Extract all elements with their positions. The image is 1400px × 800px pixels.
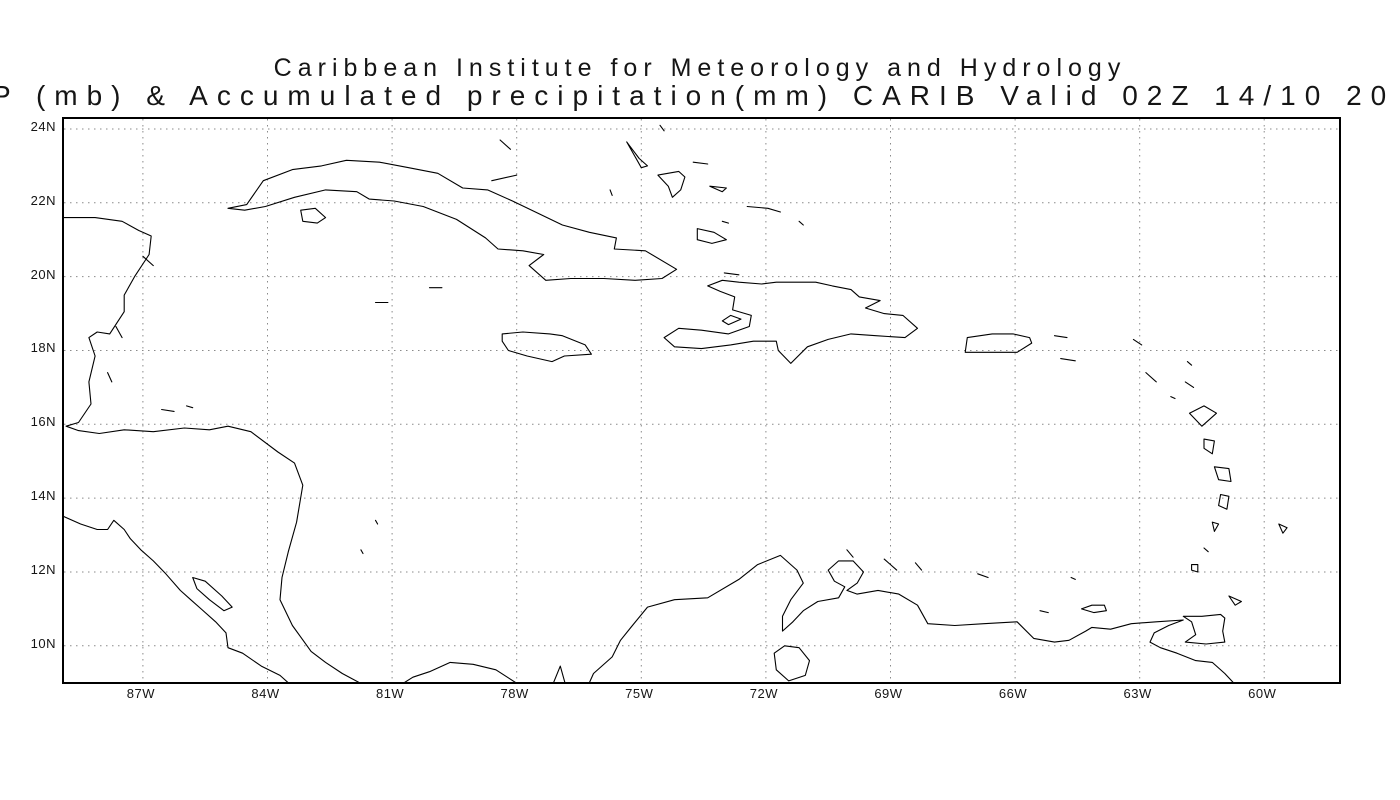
lat-label-12N: 12N (30, 561, 56, 577)
coastline-st-croix (1060, 358, 1076, 362)
coastline-tobago (1228, 595, 1242, 606)
coastline-yucatan-honduras-panama-coast (64, 217, 516, 682)
lon-label-66W: 66W (998, 686, 1028, 701)
coastline-cuba (227, 159, 678, 281)
coastline-little-inagua (721, 220, 730, 224)
lat-label-24N: 24N (30, 118, 56, 134)
coastline-la-blanquilla (1070, 576, 1076, 580)
coastline-guanaja (185, 405, 194, 409)
coastline-sabana-camaguey-cays (491, 174, 518, 182)
lat-label-16N: 16N (30, 414, 56, 430)
coastline-martinique (1213, 466, 1232, 483)
map-title-line1: Caribbean Institute for Meteorology and … (273, 54, 1127, 82)
coastline-andros (499, 139, 512, 150)
coastline-hispaniola (663, 279, 919, 364)
coastline-montserrat (1170, 396, 1176, 400)
coastline-st-kitts-nevis (1145, 372, 1157, 383)
coastline-ragged-island (609, 189, 613, 196)
coastline-roatan (161, 408, 175, 412)
lat-label-10N: 10N (30, 635, 56, 651)
coastline-tortuga (723, 272, 740, 276)
coastline-grand-turk (798, 220, 804, 226)
coastline-lake-maracaibo (773, 645, 811, 682)
lon-label-78W: 78W (500, 686, 529, 701)
coastline-caicos-islands (746, 205, 781, 213)
coastline-great-inagua (696, 228, 727, 244)
coastline-banco-chinchorro (115, 325, 123, 339)
coastline-lake-nicaragua (192, 576, 233, 612)
map-canvas (64, 119, 1339, 682)
coastline-st-lucia (1218, 493, 1230, 510)
coastline-la-tortuga (1039, 610, 1049, 614)
coastline-mayaguana (709, 185, 727, 193)
coastline-grenada (1191, 564, 1199, 573)
lon-label-81W: 81W (375, 686, 405, 701)
coastline-dominica (1203, 438, 1215, 455)
coastline-grenadines (1203, 547, 1209, 553)
coastline-long-island-bahamas (626, 141, 649, 169)
coastline-puerto-rico (964, 333, 1033, 353)
lon-label-84W: 84W (251, 686, 280, 701)
coastline-guadeloupe (1188, 405, 1218, 427)
coastline-providencia (374, 519, 379, 525)
lat-label-18N: 18N (30, 340, 56, 356)
lon-label-60W: 60W (1248, 686, 1277, 701)
lon-label-75W: 75W (625, 686, 654, 701)
coastline-san-salvador-island (659, 124, 665, 132)
coastline-los-roques (977, 573, 989, 579)
coastline-barbuda (1186, 361, 1193, 366)
map-frame (62, 117, 1341, 684)
coastline-cozumel (142, 255, 154, 267)
map-title-line2: P (mb) & Accumulated precipitation(mm) C… (0, 80, 1396, 111)
coastline-anguilla-st-martin (1132, 338, 1143, 346)
coastline-trinidad (1182, 613, 1226, 645)
coastline-barbados (1278, 523, 1288, 534)
coastline-margarita (1080, 604, 1107, 614)
lon-label-63W: 63W (1123, 686, 1152, 701)
coastline-samana-cay (692, 161, 709, 165)
lon-label-69W: 69W (874, 686, 903, 701)
lat-label-20N: 20N (30, 266, 56, 282)
coastline-pacific-coast-central-america (64, 516, 289, 682)
coastline-antigua (1184, 381, 1195, 388)
lon-label-72W: 72W (749, 686, 778, 701)
coastline-crooked-acklins (657, 170, 686, 198)
lat-label-14N: 14N (30, 488, 56, 504)
coastline-bonaire (914, 562, 923, 571)
lat-label-22N: 22N (30, 192, 56, 208)
coastline-jamaica (501, 331, 592, 363)
coastline-aruba (846, 549, 854, 558)
coastline-curacao (883, 558, 898, 571)
lon-label-87W: 87W (126, 686, 156, 701)
coastline-isla-de-la-juventud (300, 207, 327, 224)
coastline-san-andres (360, 549, 364, 555)
coastline-colombia-venezuela-coast (553, 554, 1234, 682)
coastline-turneffe (107, 372, 113, 383)
coastline-ile-de-la-gonave (721, 314, 742, 326)
coastline-virgin-islands (1053, 335, 1068, 339)
coastline-st-vincent (1211, 521, 1220, 532)
